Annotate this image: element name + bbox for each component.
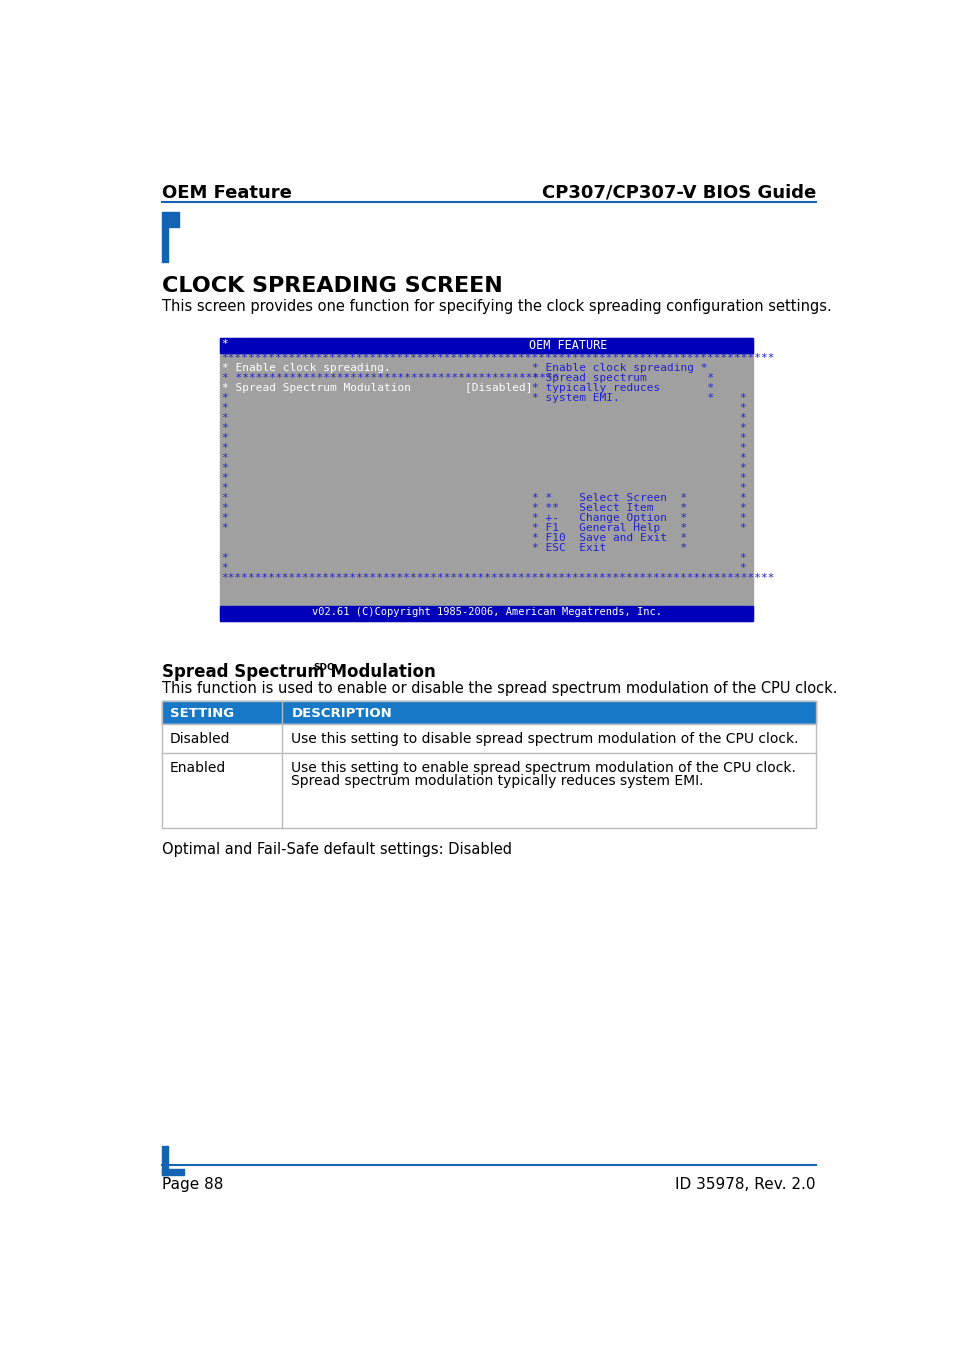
Text: CLOCK SPREADING SCREEN: CLOCK SPREADING SCREEN	[162, 275, 502, 296]
Text: Disabled: Disabled	[170, 732, 230, 745]
Text: * **   Select Item    *: * ** Select Item *	[532, 504, 686, 513]
Bar	[162, 701, 815, 724]
Text: *: *	[221, 483, 228, 493]
Text: * Spread spectrum         *: * Spread spectrum *	[532, 373, 714, 383]
Bar	[220, 338, 753, 621]
Bar	[162, 724, 815, 753]
Text: * ************************************************: * **************************************…	[221, 373, 558, 383]
Text: *: *	[221, 493, 228, 504]
Text: *: *	[738, 524, 744, 533]
Text: ID 35978, Rev. 2.0: ID 35978, Rev. 2.0	[675, 1177, 815, 1192]
Bar	[220, 338, 753, 352]
Text: *: *	[738, 423, 744, 433]
Text: * F1   General Help   *: * F1 General Help *	[532, 524, 686, 533]
Bar	[162, 753, 815, 828]
Text: *: *	[221, 472, 228, 483]
Text: * Enable clock spreading.: * Enable clock spreading.	[221, 363, 390, 373]
Bar	[162, 701, 815, 828]
Text: *: *	[738, 433, 744, 443]
Text: *: *	[738, 483, 744, 493]
Text: *: *	[738, 404, 744, 413]
Text: *: *	[221, 393, 228, 404]
Bar	[220, 606, 753, 621]
Text: *: *	[221, 524, 228, 533]
Text: * +-   Change Option  *: * +- Change Option *	[532, 513, 686, 522]
Text: *: *	[221, 339, 228, 350]
Text: *: *	[221, 454, 228, 463]
Text: * ESC  Exit           *: * ESC Exit *	[532, 543, 686, 554]
Text: * F10  Save and Exit  *: * F10 Save and Exit *	[532, 533, 686, 543]
Text: ********************************************************************************: ****************************************…	[221, 352, 774, 363]
Text: *: *	[738, 513, 744, 522]
Text: OEM Feature: OEM Feature	[162, 184, 292, 201]
Text: * typically reduces       *: * typically reduces *	[532, 383, 714, 393]
Text: *: *	[738, 443, 744, 454]
Text: SETTING: SETTING	[170, 707, 233, 720]
Text: DESCRIPTION: DESCRIPTION	[291, 707, 392, 720]
Text: * Spread Spectrum Modulation        [Disabled]: * Spread Spectrum Modulation [Disabled]	[221, 383, 532, 393]
Text: *: *	[221, 404, 228, 413]
Bar	[162, 1169, 183, 1176]
Text: Page 88: Page 88	[162, 1177, 223, 1192]
Text: *: *	[738, 393, 744, 404]
Text: * system EMI.             *: * system EMI. *	[532, 393, 714, 404]
Text: *: *	[221, 513, 228, 522]
Text: *: *	[221, 443, 228, 454]
Text: *: *	[221, 423, 228, 433]
Text: SDO: SDO	[314, 663, 335, 671]
Text: *: *	[738, 493, 744, 504]
Text: *: *	[221, 463, 228, 472]
Text: This function is used to enable or disable the spread spectrum modulation of the: This function is used to enable or disab…	[162, 680, 837, 697]
Text: Enabled: Enabled	[170, 761, 226, 775]
Text: *: *	[221, 504, 228, 513]
Text: CP307/CP307-V BIOS Guide: CP307/CP307-V BIOS Guide	[541, 184, 815, 201]
Text: *: *	[221, 554, 228, 563]
Text: *: *	[738, 504, 744, 513]
Text: *: *	[221, 413, 228, 423]
Text: Spread spectrum modulation typically reduces system EMI.: Spread spectrum modulation typically red…	[291, 774, 703, 788]
Bar	[162, 1146, 168, 1176]
Bar	[162, 212, 179, 227]
Text: *: *	[221, 433, 228, 443]
Text: OEM FEATURE: OEM FEATURE	[529, 339, 607, 352]
Text: Use this setting to enable spread spectrum modulation of the CPU clock.: Use this setting to enable spread spectr…	[291, 761, 796, 775]
Text: * *    Select Screen  *: * * Select Screen *	[532, 493, 686, 504]
Text: *: *	[738, 463, 744, 472]
Text: * Enable clock spreading *: * Enable clock spreading *	[532, 363, 707, 373]
Bar	[162, 227, 168, 262]
Text: *: *	[738, 472, 744, 483]
Text: Optimal and Fail-Safe default settings: Disabled: Optimal and Fail-Safe default settings: …	[162, 842, 512, 857]
Text: *: *	[738, 454, 744, 463]
Text: ********************************************************************************: ****************************************…	[221, 574, 774, 583]
Text: *: *	[738, 554, 744, 563]
Text: *: *	[221, 563, 228, 574]
Text: This screen provides one function for specifying the clock spreading configurati: This screen provides one function for sp…	[162, 300, 831, 315]
Text: *: *	[738, 413, 744, 423]
Text: *: *	[738, 563, 744, 574]
Text: Use this setting to disable spread spectrum modulation of the CPU clock.: Use this setting to disable spread spect…	[291, 732, 798, 745]
Text: Spread Spectrum Modulation: Spread Spectrum Modulation	[162, 663, 436, 680]
Text: v02.61 (C)Copyright 1985-2006, American Megatrends, Inc.: v02.61 (C)Copyright 1985-2006, American …	[312, 608, 661, 617]
